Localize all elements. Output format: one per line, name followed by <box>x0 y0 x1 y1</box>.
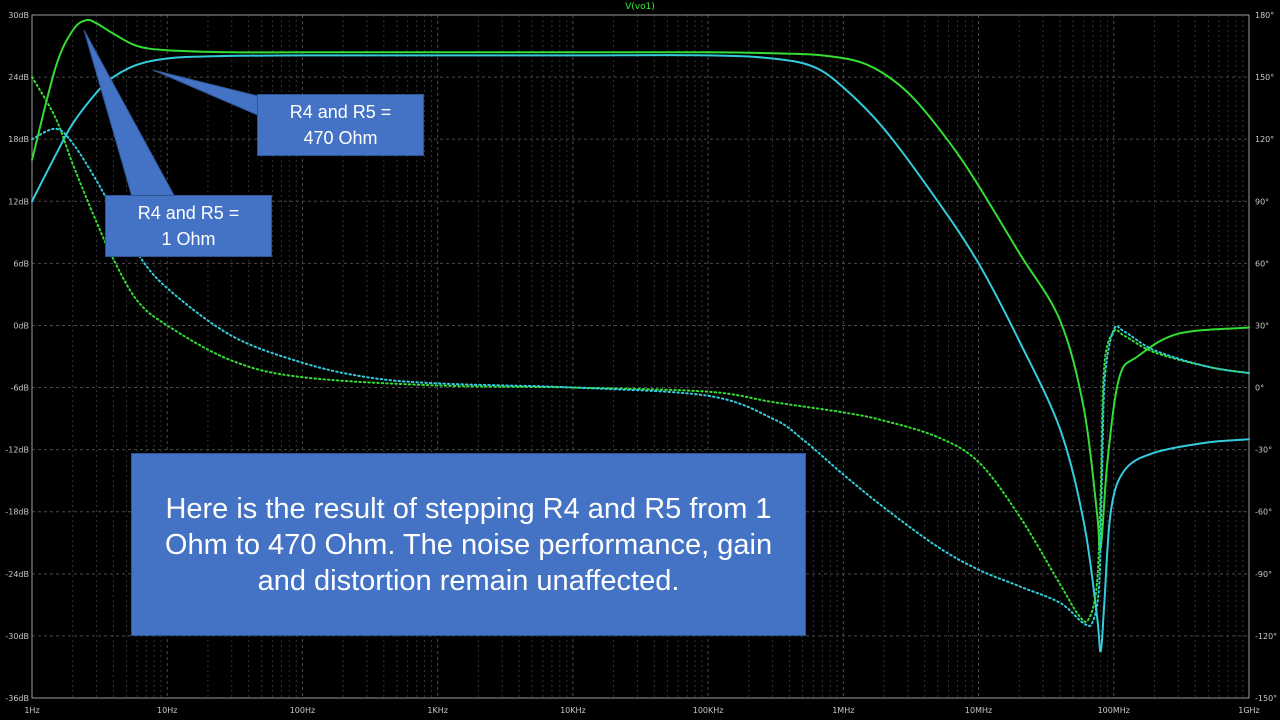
series-layer <box>31 18 1250 653</box>
magnitude-trace-0 <box>31 18 1250 551</box>
x-tick-label: 10MHz <box>965 706 992 715</box>
phase-trace-3 <box>31 127 1250 628</box>
y-right-tick-label: -90° <box>1255 570 1272 579</box>
y-left-tick-label: 24dB <box>8 73 29 82</box>
x-tick-label: 10KHz <box>560 706 586 715</box>
y-right-tick-label: 150° <box>1255 73 1274 82</box>
x-tick-label: 1KHz <box>427 706 448 715</box>
minor-grid <box>72 15 1244 698</box>
plot-frame <box>31 14 1250 699</box>
y-left-tick-label: -18dB <box>5 508 29 517</box>
y-right-tick-label: 90° <box>1255 197 1269 206</box>
y-right-tick-label: -150° <box>1255 694 1277 703</box>
callout-r4-r5-1-ohm: R4 and R5 = 1 Ohm <box>105 195 272 257</box>
y-right-tick-label: -30° <box>1255 446 1272 455</box>
x-tick-label: 1MHz <box>832 706 854 715</box>
callout-r4-r5-470-ohm: R4 and R5 = 470 Ohm <box>257 94 424 156</box>
y-left-tick-label: -6dB <box>10 384 29 393</box>
y-left-tick-label: -36dB <box>5 694 29 703</box>
x-tick-labels: 1Hz 10Hz 100Hz 1KHz 10KHz 100KHz 1MHz 10MHz 100M… <box>24 706 1259 715</box>
y-right-tick-label: 60° <box>1255 259 1269 268</box>
y-left-tick-label: 18dB <box>8 135 29 144</box>
x-tick-label: 100MHz <box>1098 706 1130 715</box>
x-tick-label: 10Hz <box>157 706 177 715</box>
x-tick-label: 1GHz <box>1238 706 1260 715</box>
y-left-tick-label: 12dB <box>8 197 29 206</box>
caption-text: Here is the result of stepping R4 and R5… <box>164 492 773 597</box>
y-left-tick-label: -24dB <box>5 570 29 579</box>
y-left-tick-label: -12dB <box>5 446 29 455</box>
x-tick-label: 100KHz <box>693 706 724 715</box>
y-right-tick-labels: 180° 150° 120° 90° 60° 30° 0° -30° -60° -90° -120°… <box>1255 11 1277 703</box>
y-right-tick-label: 30° <box>1255 321 1269 330</box>
y-left-tick-label: -30dB <box>5 632 29 641</box>
x-tick-label: 100Hz <box>290 706 315 715</box>
magnitude-trace-1 <box>31 54 1250 653</box>
caption-box: Here is the result of stepping R4 and R5… <box>131 453 806 636</box>
callout-470-text: R4 and R5 = 470 Ohm <box>289 102 392 148</box>
y-left-tick-label: 0dB <box>13 321 29 330</box>
phase-trace-2 <box>31 76 1250 623</box>
y-left-tick-labels: 30dB 24dB 18dB 12dB 6dB 0dB -6dB -12dB -18dB -24d… <box>5 11 29 703</box>
callout-1-text: R4 and R5 = 1 Ohm <box>137 203 240 249</box>
y-right-tick-label: 120° <box>1255 135 1274 144</box>
y-right-tick-label: 180° <box>1255 11 1274 20</box>
trace-title: V(vo1) <box>625 2 655 12</box>
y-left-tick-label: 30dB <box>8 11 29 20</box>
y-right-tick-label: -60° <box>1255 508 1272 517</box>
y-right-tick-label: -120° <box>1255 632 1277 641</box>
y-left-tick-label: 6dB <box>13 259 29 268</box>
y-right-tick-label: 0° <box>1255 384 1264 393</box>
x-tick-label: 1Hz <box>24 706 39 715</box>
